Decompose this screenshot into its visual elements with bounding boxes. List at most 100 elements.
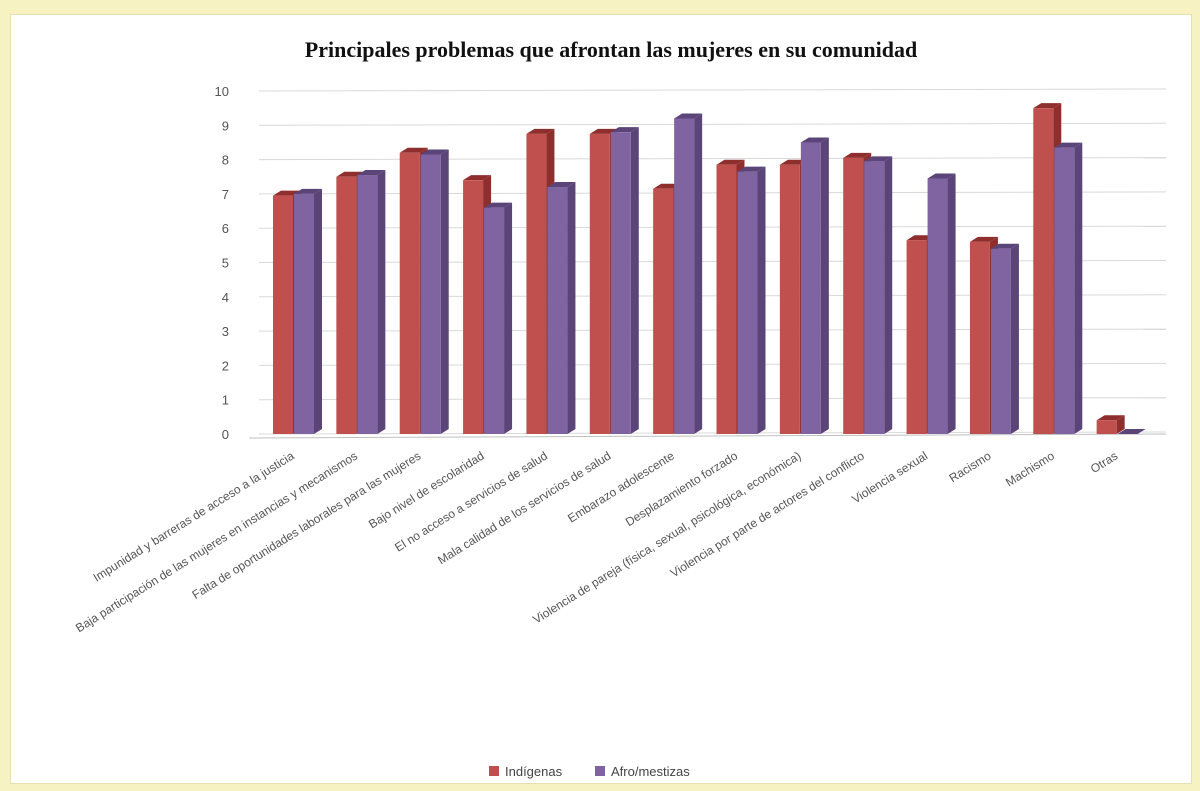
bar-top	[420, 149, 449, 155]
y-tick-label: 0	[222, 427, 229, 442]
gridline	[258, 122, 1167, 126]
bar-front	[674, 118, 695, 434]
legend: Indígenas Afro/mestizas	[489, 764, 690, 779]
bar-top	[969, 236, 998, 242]
legend-swatch-indigenas	[489, 766, 499, 776]
bar-afro-mestizas	[990, 243, 1019, 434]
bar-side	[1010, 243, 1019, 434]
x-tick-label: Bajo nivel de escolaridad	[366, 449, 487, 532]
bar-top	[990, 243, 1019, 249]
y-tick-label: 8	[222, 153, 229, 168]
bar-afro-mestizas	[737, 166, 766, 435]
bar-top	[674, 113, 703, 119]
gridline	[258, 397, 1167, 401]
x-axis-labels: Impunidad y barreras de acceso a la just…	[73, 448, 1120, 635]
bar-top	[864, 156, 893, 162]
bar-top	[547, 182, 576, 188]
bar-afro-mestizas	[610, 127, 639, 434]
bar-top	[843, 152, 872, 158]
x-tick-label: Embarazo adolescente	[565, 449, 677, 526]
bar-front	[294, 193, 314, 434]
y-tick-label: 7	[222, 187, 229, 202]
bar-top	[484, 202, 513, 208]
gridline	[258, 260, 1167, 263]
bar-afro-mestizas	[674, 113, 703, 434]
gridline	[258, 362, 1167, 366]
bar-front	[273, 195, 293, 434]
bar-side	[757, 166, 766, 435]
bar-front	[969, 241, 990, 434]
bar-afro-mestizas	[800, 137, 829, 434]
x-tick-label: Machismo	[1003, 449, 1057, 490]
bar-side	[884, 156, 893, 434]
gridline	[258, 191, 1167, 195]
legend-label-afro-mestizas: Afro/mestizas	[611, 764, 690, 779]
bar-top	[463, 175, 492, 181]
bar-front	[779, 164, 800, 434]
bar-top	[294, 188, 322, 194]
bar-afro-mestizas	[484, 202, 513, 434]
gridline	[258, 294, 1167, 298]
x-tick-label: Falta de oportunidades laborales para la…	[190, 449, 424, 602]
bar-front	[716, 164, 737, 434]
bar-front	[843, 157, 864, 434]
bar-top	[716, 159, 745, 165]
y-tick-label: 2	[222, 358, 229, 373]
bar-indigenas	[1096, 415, 1125, 434]
bar-front	[610, 132, 631, 434]
bar-front	[357, 175, 378, 434]
y-tick-label: 1	[222, 393, 229, 408]
gridlines	[248, 88, 1167, 439]
axis-floor	[248, 433, 1167, 439]
bar-side	[694, 113, 703, 434]
gridline	[258, 431, 1167, 435]
bar-front	[399, 152, 420, 435]
bar-afro-mestizas	[294, 188, 322, 434]
bar-top	[1033, 103, 1062, 109]
gridline	[258, 157, 1167, 161]
bar-side	[314, 188, 322, 434]
x-tick-label: Otras	[1088, 449, 1120, 476]
bar-top	[1117, 429, 1146, 434]
bar-top	[927, 173, 956, 179]
bar-side	[820, 137, 829, 434]
bar-top	[800, 137, 829, 143]
bar-front	[420, 154, 441, 434]
legend-swatch-afro-mestizas	[595, 766, 605, 776]
bar-top	[610, 127, 639, 133]
bar-front	[336, 176, 357, 434]
bar-afro-mestizas	[357, 170, 386, 434]
bar-top	[399, 147, 428, 153]
x-tick-label: Baja participación de las mujeres en ins…	[73, 449, 360, 635]
bar-front	[484, 207, 505, 434]
bar-side	[1116, 415, 1125, 434]
bar-afro-mestizas	[547, 182, 576, 434]
gridline	[258, 225, 1167, 229]
y-axis-ticks: 0 1 2 3 4 5 6 7 8 9 10	[215, 84, 229, 442]
bar-front	[589, 133, 610, 434]
bar-top	[1054, 142, 1083, 148]
chart-frame: Principales problemas que afrontan las m…	[10, 14, 1192, 784]
bar-top	[737, 166, 766, 172]
chart-title: Principales problemas que afrontan las m…	[305, 37, 917, 62]
bar-side	[1074, 142, 1083, 434]
bar-front	[927, 178, 948, 434]
bar-front	[864, 161, 885, 434]
bar-side	[947, 173, 956, 434]
bar-front	[1033, 108, 1054, 435]
bar-front	[906, 240, 927, 434]
bar-afro-mestizas	[1117, 429, 1146, 434]
bar-front	[547, 187, 568, 434]
bar-chart: Principales problemas que afrontan las m…	[73, 37, 1167, 779]
y-tick-label: 10	[215, 84, 229, 99]
x-tick-label: Desplazamiento forzado	[623, 448, 740, 529]
y-tick-label: 5	[222, 256, 229, 271]
bar-side	[377, 170, 386, 434]
bar-front	[653, 188, 674, 434]
gridline	[258, 328, 1167, 332]
bar-top	[357, 170, 386, 176]
y-tick-label: 3	[222, 324, 229, 339]
bar-front	[800, 142, 821, 434]
bar-side	[630, 127, 639, 434]
bar-afro-mestizas	[1054, 142, 1083, 434]
